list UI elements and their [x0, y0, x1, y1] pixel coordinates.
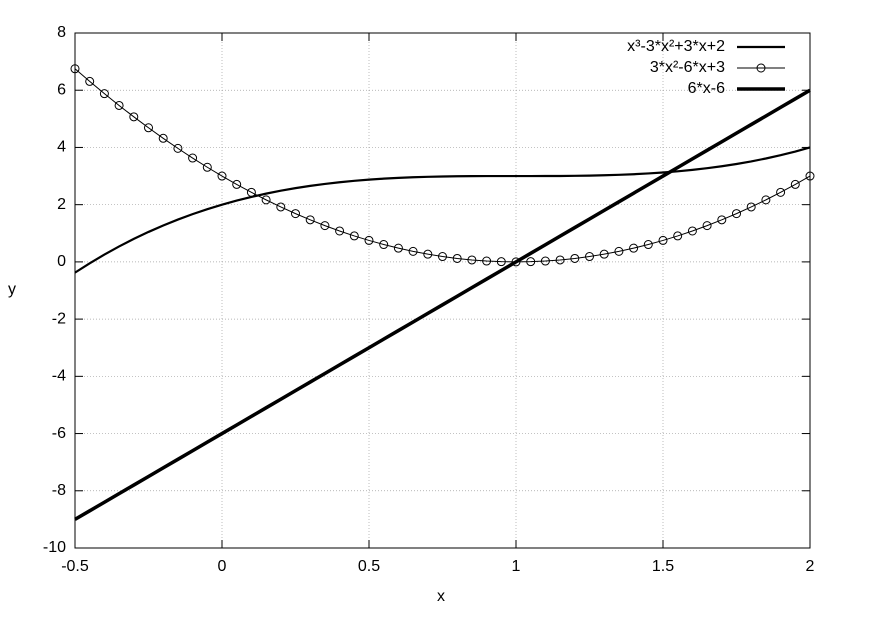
point-marker — [379, 240, 389, 250]
y-tick-label: -8 — [52, 482, 66, 499]
y-tick-label: 6 — [57, 81, 66, 98]
x-tick-label: 1 — [512, 558, 521, 575]
point-marker — [467, 255, 477, 265]
point-marker — [305, 215, 315, 225]
y-tick-label: 2 — [57, 196, 66, 213]
point-marker — [511, 257, 521, 267]
y-tick-label: -10 — [43, 539, 66, 556]
point-marker — [85, 76, 95, 86]
series-line — [74, 68, 811, 263]
y-axis-label: y — [8, 281, 16, 298]
point-marker — [614, 246, 624, 256]
x-axis-label: x — [437, 588, 445, 605]
y-tick-label: -2 — [52, 310, 66, 327]
series-line — [74, 88, 811, 521]
point-marker — [702, 221, 712, 231]
point-marker — [291, 209, 300, 219]
y-tick-label: 8 — [57, 24, 66, 41]
point-marker — [423, 249, 433, 259]
x-tick-label: 0 — [218, 558, 227, 575]
point-marker — [687, 226, 697, 236]
point-marker — [599, 249, 609, 259]
point-marker — [129, 112, 139, 122]
point-marker — [158, 133, 168, 143]
point-marker — [217, 171, 227, 181]
legend-label: 6*x-6 — [688, 80, 725, 97]
point-marker — [335, 226, 345, 236]
y-tick-label: 0 — [57, 253, 66, 270]
point-marker — [540, 256, 550, 266]
point-marker — [790, 179, 800, 189]
y-tick-label: -6 — [52, 425, 66, 442]
point-marker — [144, 123, 153, 133]
point-marker — [364, 235, 374, 245]
y-tick-label: -4 — [52, 368, 66, 385]
point-marker — [393, 243, 403, 253]
point-marker — [173, 143, 183, 153]
legend-marker — [756, 63, 766, 73]
point-marker — [438, 252, 447, 262]
point-marker — [408, 246, 418, 256]
point-marker — [202, 162, 212, 172]
point-marker — [717, 215, 727, 225]
point-marker — [232, 179, 242, 189]
point-marker — [188, 153, 198, 163]
point-marker — [658, 235, 668, 245]
point-marker — [349, 231, 359, 241]
point-marker — [643, 240, 653, 250]
point-marker — [246, 187, 256, 197]
point-marker — [482, 256, 492, 266]
legend-label: x³-3*x²+3*x+2 — [627, 38, 725, 55]
series-line — [74, 146, 811, 274]
point-marker — [555, 255, 565, 265]
point-marker — [570, 253, 580, 263]
point-marker — [585, 252, 594, 262]
x-tick-label: -0.5 — [61, 558, 89, 575]
x-tick-label: 2 — [806, 558, 815, 575]
point-marker — [629, 243, 639, 253]
point-marker — [261, 195, 271, 205]
point-marker — [746, 202, 756, 212]
point-marker — [732, 209, 741, 219]
x-tick-label: 0.5 — [358, 558, 380, 575]
x-tick-label: 1.5 — [652, 558, 674, 575]
legend-label: 3*x²-6*x+3 — [650, 59, 725, 76]
point-marker — [526, 257, 536, 267]
y-tick-label: 4 — [57, 139, 66, 156]
point-marker — [673, 231, 683, 241]
point-marker — [761, 195, 771, 205]
point-marker — [276, 202, 286, 212]
point-marker — [70, 64, 80, 74]
point-marker — [99, 89, 109, 99]
point-marker — [114, 100, 124, 110]
point-marker — [452, 253, 462, 263]
point-marker — [496, 257, 506, 267]
point-marker — [320, 221, 330, 231]
point-marker — [776, 187, 786, 197]
plot-border — [74, 32, 811, 549]
point-marker — [805, 171, 815, 181]
